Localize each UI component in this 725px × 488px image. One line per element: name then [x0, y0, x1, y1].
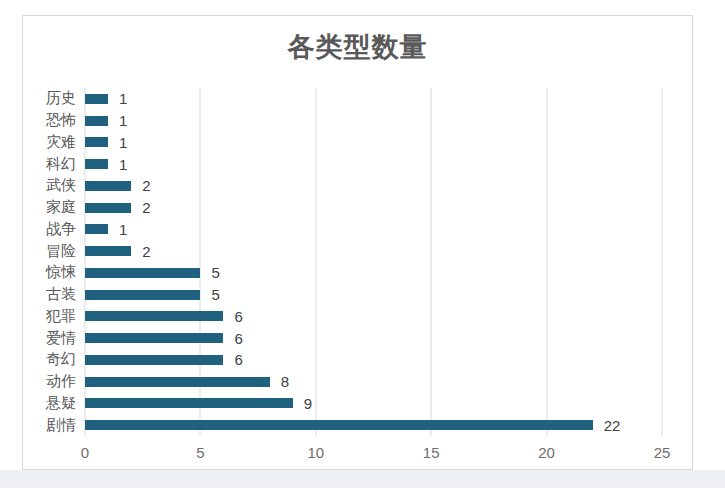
x-tick-label: 15	[423, 444, 440, 461]
bar-value-label: 6	[234, 351, 242, 368]
bar-row: 1	[85, 153, 662, 175]
bar	[85, 268, 200, 278]
bar	[85, 311, 223, 321]
bar-value-label: 6	[234, 308, 242, 325]
bar-row: 1	[85, 88, 662, 110]
bar-value-label: 1	[119, 90, 127, 107]
bar	[85, 137, 108, 147]
bar	[85, 224, 108, 234]
category-label: 家庭	[23, 197, 85, 219]
category-label: 犯罪	[23, 306, 85, 328]
bar	[85, 203, 131, 213]
bar-row: 9	[85, 393, 662, 415]
bar-value-label: 2	[142, 177, 150, 194]
bar-row: 1	[85, 132, 662, 154]
x-tick-label: 5	[196, 444, 204, 461]
bar	[85, 420, 593, 430]
category-label: 剧情	[23, 414, 85, 436]
bar	[85, 116, 108, 126]
bar-value-label: 8	[281, 373, 289, 390]
x-tick-label: 0	[81, 444, 89, 461]
category-label: 历史	[23, 88, 85, 110]
bar-row: 1	[85, 110, 662, 132]
bar	[85, 246, 131, 256]
bar-row: 2	[85, 197, 662, 219]
category-label: 恐怖	[23, 110, 85, 132]
bar-value-label: 1	[119, 112, 127, 129]
bar	[85, 159, 108, 169]
bar-value-label: 9	[304, 395, 312, 412]
bar	[85, 333, 223, 343]
bar-row: 6	[85, 349, 662, 371]
bar	[85, 355, 223, 365]
bar	[85, 290, 200, 300]
bar-rows: 11112212556668922	[85, 88, 662, 436]
plot-area: 11112212556668922	[85, 88, 662, 436]
category-label: 动作	[23, 371, 85, 393]
bar-value-label: 5	[211, 286, 219, 303]
category-label: 科幻	[23, 153, 85, 175]
chart-title: 各类型数量	[23, 29, 692, 65]
bar-row: 2	[85, 240, 662, 262]
bar-value-label: 1	[119, 156, 127, 173]
x-tick-label: 25	[654, 444, 671, 461]
category-label: 古装	[23, 284, 85, 306]
x-tick-label: 10	[307, 444, 324, 461]
bar-value-label: 5	[211, 264, 219, 281]
category-label: 冒险	[23, 240, 85, 262]
bar-row: 2	[85, 175, 662, 197]
category-label: 悬疑	[23, 393, 85, 415]
bar-row: 8	[85, 371, 662, 393]
category-label: 惊悚	[23, 262, 85, 284]
bar-value-label: 1	[119, 134, 127, 151]
y-axis-category-labels: 历史恐怖灾难科幻武侠家庭战争冒险惊悚古装犯罪爱情奇幻动作悬疑剧情	[23, 88, 85, 436]
bar-row: 6	[85, 327, 662, 349]
bar-row: 22	[85, 414, 662, 436]
bar-row: 6	[85, 306, 662, 328]
category-label: 武侠	[23, 175, 85, 197]
bar	[85, 377, 270, 387]
bar-row: 1	[85, 219, 662, 241]
bar-value-label: 2	[142, 243, 150, 260]
bar-row: 5	[85, 284, 662, 306]
chart-card: 各类型数量 历史恐怖灾难科幻武侠家庭战争冒险惊悚古装犯罪爱情奇幻动作悬疑剧情 1…	[22, 15, 693, 470]
bar-row: 5	[85, 262, 662, 284]
x-tick-label: 20	[538, 444, 555, 461]
bar-value-label: 22	[604, 417, 621, 434]
page-bottom-strip	[0, 470, 725, 488]
category-label: 爱情	[23, 327, 85, 349]
plot-region: 历史恐怖灾难科幻武侠家庭战争冒险惊悚古装犯罪爱情奇幻动作悬疑剧情 1111221…	[23, 88, 662, 436]
bar-value-label: 1	[119, 221, 127, 238]
bar	[85, 94, 108, 104]
bar	[85, 398, 293, 408]
category-label: 奇幻	[23, 349, 85, 371]
x-axis-tick-labels: 0510152025	[85, 444, 662, 466]
bar-value-label: 6	[234, 330, 242, 347]
bar	[85, 181, 131, 191]
category-label: 战争	[23, 219, 85, 241]
bar-value-label: 2	[142, 199, 150, 216]
category-label: 灾难	[23, 132, 85, 154]
